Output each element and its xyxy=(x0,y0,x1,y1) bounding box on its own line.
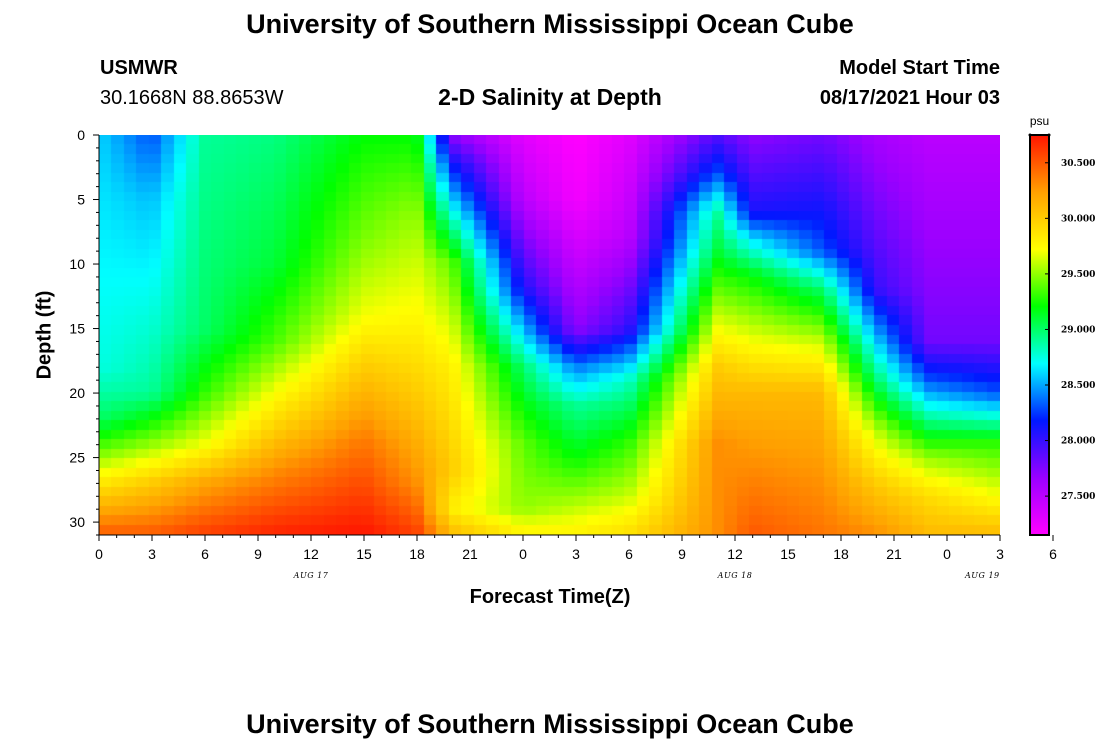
colorbar-tick-label: 29.500 xyxy=(1061,270,1095,280)
chart-title: University of Southern Mississippi Ocean… xyxy=(246,9,854,39)
x-tick-label: 18 xyxy=(409,546,425,562)
plot-subtitle: 2-D Salinity at Depth xyxy=(438,84,662,110)
x-tick-label: 21 xyxy=(886,546,902,562)
date-label: AUG 18 xyxy=(717,571,753,580)
x-tick-label: 6 xyxy=(201,546,209,562)
y-tick-label: 25 xyxy=(69,450,85,466)
y-axis-label: Depth (ft) xyxy=(33,290,56,380)
x-tick-label: 3 xyxy=(572,546,580,562)
x-tick-label: 12 xyxy=(303,546,319,562)
model-start-time: 08/17/2021 Hour 03 xyxy=(819,87,1000,109)
y-tick-label: 0 xyxy=(77,127,85,143)
x-tick-label: 9 xyxy=(254,546,262,562)
x-tick-label: 0 xyxy=(519,546,527,562)
colorbar-corner-dot xyxy=(1047,133,1051,137)
date-label: AUG 19 xyxy=(964,571,1000,580)
date-label: AUG 17 xyxy=(293,571,329,580)
model-start-label: Model Start Time xyxy=(839,57,1000,79)
salinity-heatmap xyxy=(99,135,1000,535)
x-tick-label: 18 xyxy=(833,546,849,562)
x-tick-label: 0 xyxy=(95,546,103,562)
y-tick-label: 15 xyxy=(69,321,85,337)
footer-title: University of Southern Mississippi Ocean… xyxy=(246,709,854,739)
x-tick-label: 3 xyxy=(148,546,156,562)
x-tick-label: 6 xyxy=(1049,546,1057,562)
x-tick-label: 3 xyxy=(996,546,1004,562)
x-tick-label: 15 xyxy=(780,546,796,562)
colorbar xyxy=(1029,134,1050,536)
y-tick-label: 20 xyxy=(69,385,85,401)
x-tick-label: 6 xyxy=(625,546,633,562)
x-axis-label: Forecast Time(Z) xyxy=(469,586,631,608)
colorbar-corner-dot xyxy=(1028,133,1032,137)
x-tick-label: 21 xyxy=(462,546,478,562)
colorbar-unit: psu xyxy=(1030,114,1049,128)
station-name: USMWR xyxy=(100,57,178,79)
colorbar-tick-label: 28.000 xyxy=(1061,437,1095,447)
x-tick-label: 0 xyxy=(943,546,951,562)
colorbar-tick-label: 28.500 xyxy=(1061,381,1095,391)
y-tick-label: 30 xyxy=(69,514,85,530)
colorbar-tick-label: 30.000 xyxy=(1061,214,1095,224)
y-tick-label: 5 xyxy=(77,192,85,208)
x-tick-label: 9 xyxy=(678,546,686,562)
colorbar-tick-label: 30.500 xyxy=(1061,159,1095,169)
colorbar-tick-label: 27.500 xyxy=(1061,492,1095,502)
x-tick-label: 12 xyxy=(727,546,743,562)
x-tick-label: 15 xyxy=(356,546,372,562)
y-tick-label: 10 xyxy=(69,256,85,272)
station-coords: 30.1668N 88.8653W xyxy=(100,87,284,109)
colorbar-tick-label: 29.000 xyxy=(1061,325,1095,335)
